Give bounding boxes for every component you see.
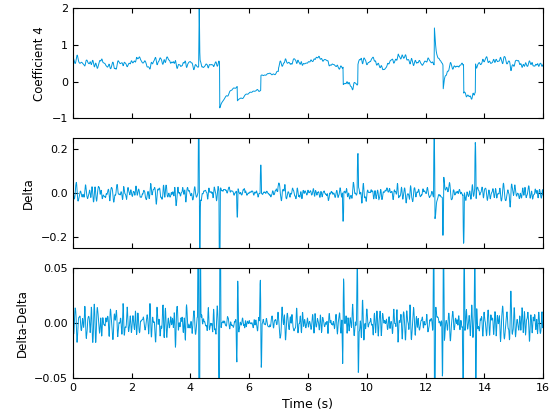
- X-axis label: Time (s): Time (s): [282, 399, 334, 412]
- Y-axis label: Delta: Delta: [22, 177, 35, 209]
- Y-axis label: Delta-Delta: Delta-Delta: [15, 289, 29, 357]
- Y-axis label: Coefficient 4: Coefficient 4: [33, 26, 46, 101]
